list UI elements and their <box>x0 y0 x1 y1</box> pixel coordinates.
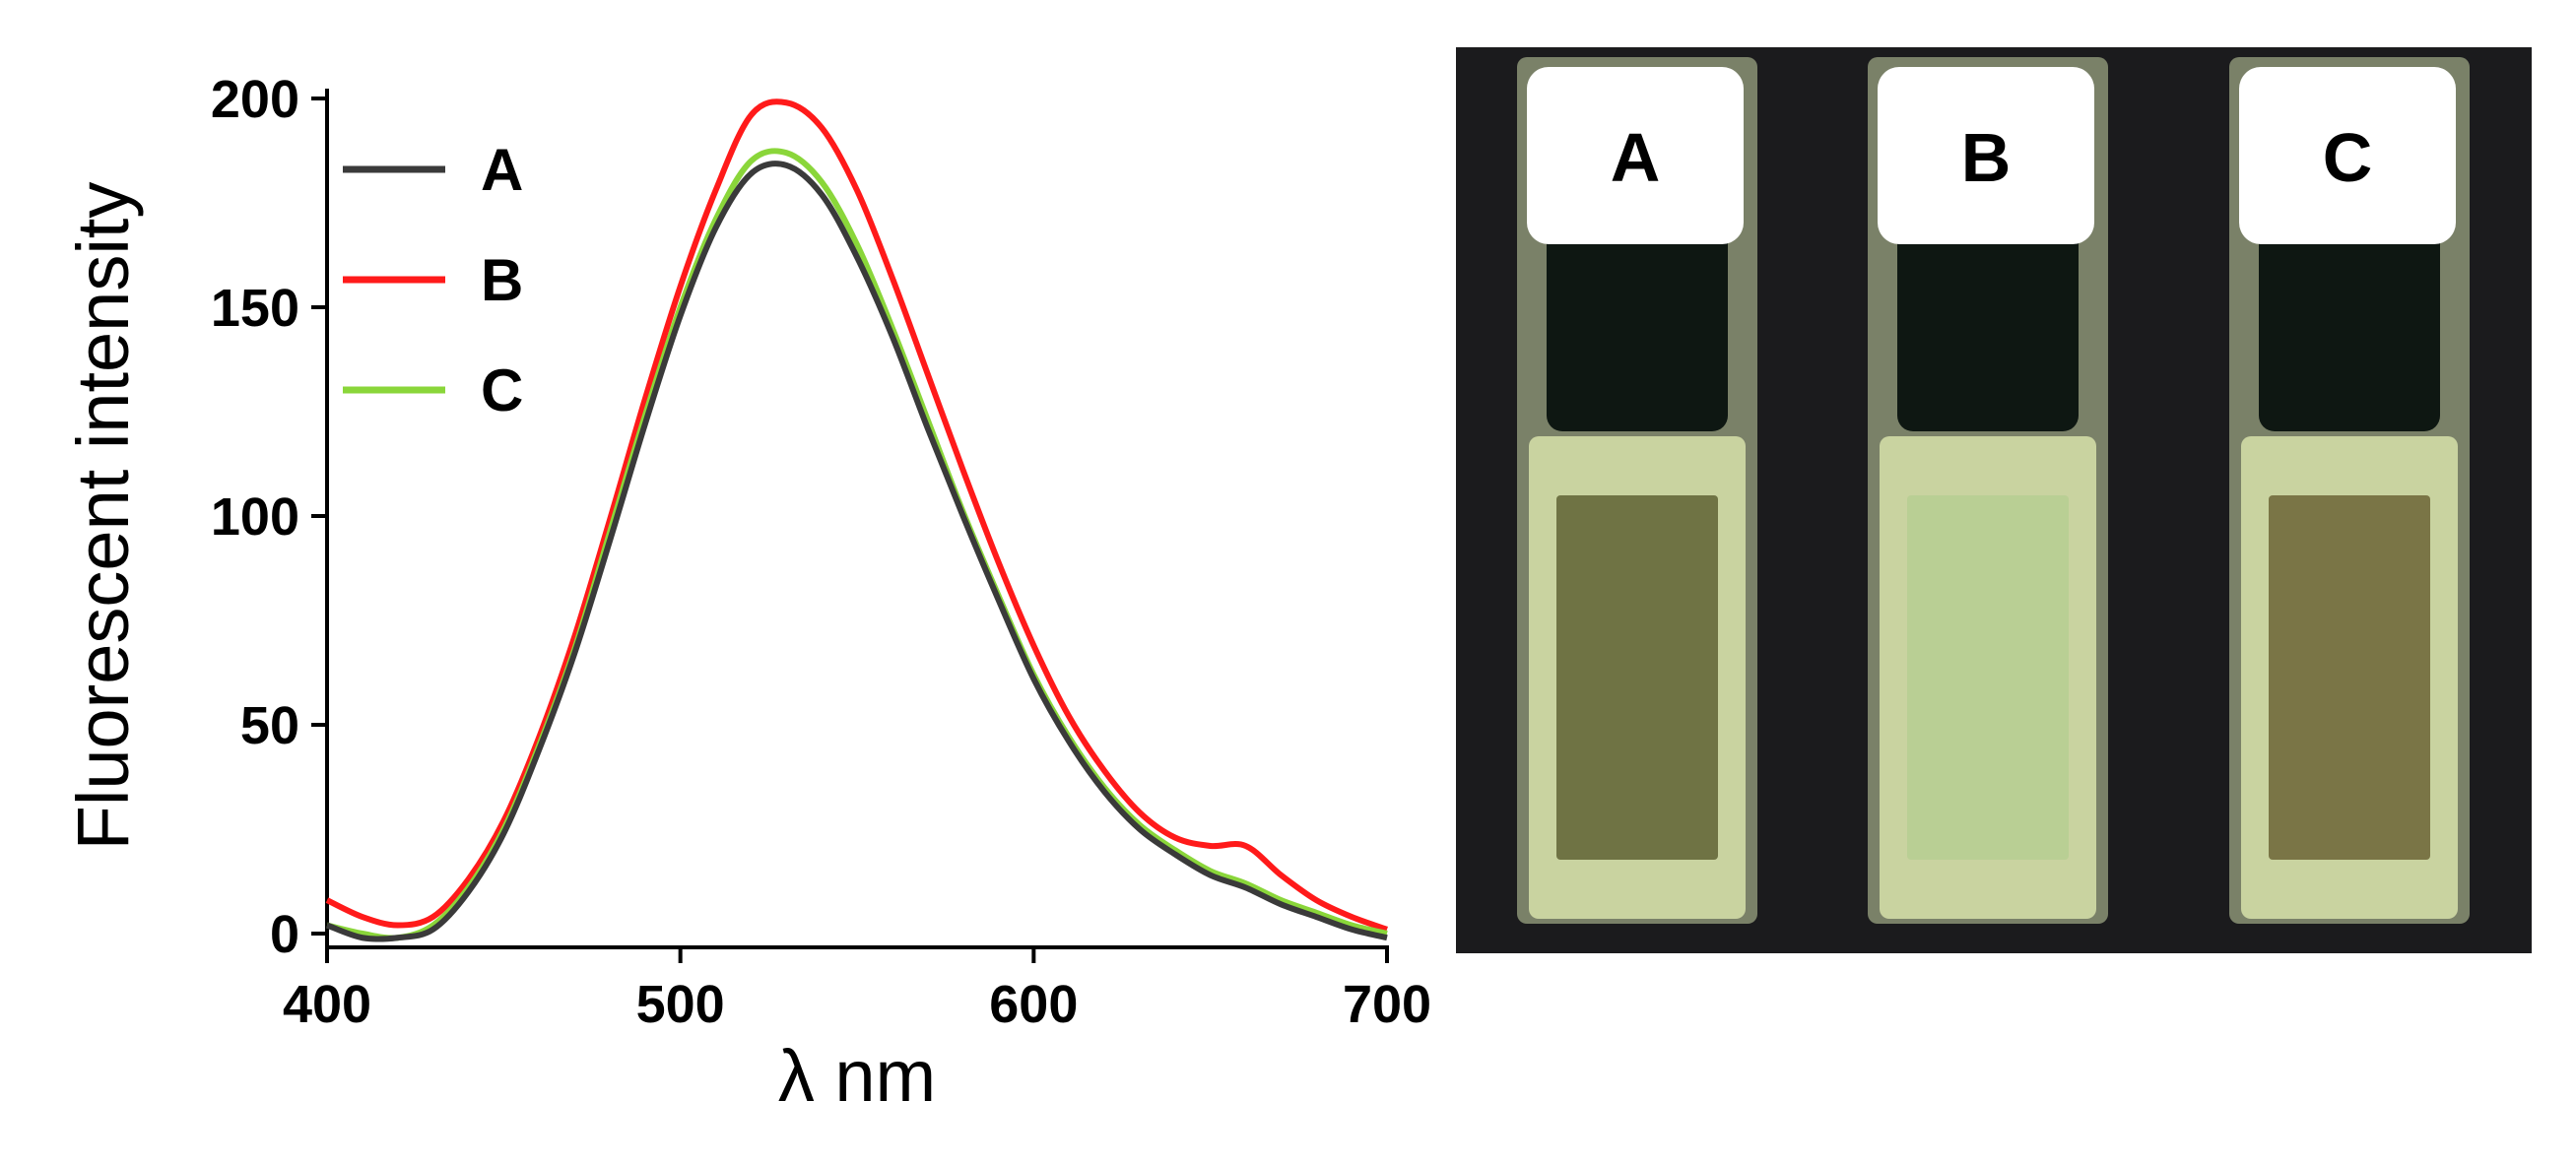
chart-axes: 0 50 100 150 200 400 500 600 700 <box>211 70 1431 1034</box>
series-line-a <box>325 161 1388 942</box>
y-tick-label: 100 <box>211 487 299 547</box>
y-tick-label: 150 <box>211 279 299 338</box>
cuvette-c: C <box>2229 57 2470 924</box>
cuvette-a: A <box>1517 57 1757 924</box>
cuvette-liquid <box>2269 495 2430 860</box>
x-tick-label: 600 <box>989 975 1078 1034</box>
cuvette-air-gap <box>1897 215 2079 431</box>
cuvette-photo: A B C <box>1456 47 2532 953</box>
y-tick-label: 50 <box>240 696 299 755</box>
legend-label-c: C <box>481 357 523 423</box>
series-line-b <box>325 98 1389 933</box>
cuvette-label-card <box>1878 67 2094 244</box>
x-axis-title: λ nm <box>778 1035 936 1117</box>
y-tick-label: 200 <box>211 70 299 129</box>
cuvette-label-card <box>2239 67 2456 244</box>
fluorescence-chart: 0 50 100 150 200 400 500 600 700 ABC λ nm Fluore… <box>62 70 1431 1117</box>
x-tick-label: 700 <box>1343 975 1431 1034</box>
chart-legend: ABC <box>343 137 523 423</box>
cuvette-air-gap <box>2259 215 2440 431</box>
chart-series-layer <box>325 98 1389 942</box>
legend-label-a: A <box>481 137 523 203</box>
cuvette-label-a: A <box>1611 119 1661 196</box>
cuvette-label-card <box>1527 67 1744 244</box>
cuvette-liquid <box>1907 495 2069 860</box>
y-axis-title: Fluorescent intensity <box>62 182 144 851</box>
cuvette-label-c: C <box>2323 119 2373 196</box>
legend-label-b: B <box>481 247 523 313</box>
cuvette-group: A B C <box>1517 57 2470 924</box>
cuvette-label-b: B <box>1961 119 2012 196</box>
cuvette-b: B <box>1868 57 2108 924</box>
cuvette-air-gap <box>1547 215 1728 431</box>
x-tick-label: 400 <box>283 975 371 1034</box>
y-tick-label: 0 <box>270 905 299 964</box>
cuvette-liquid <box>1556 495 1718 860</box>
x-tick-label: 500 <box>636 975 725 1034</box>
